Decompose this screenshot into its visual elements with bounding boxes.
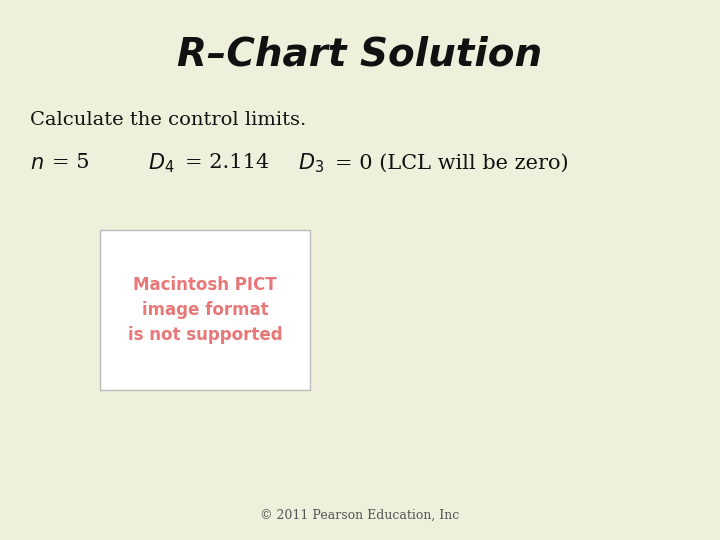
Text: = 2.114: = 2.114 (185, 153, 269, 172)
Text: R–Chart Solution: R–Chart Solution (177, 36, 543, 74)
Text: $D_3$: $D_3$ (298, 151, 324, 175)
Text: © 2011 Pearson Education, Inc: © 2011 Pearson Education, Inc (261, 509, 459, 522)
Text: $n$: $n$ (30, 153, 44, 173)
Text: Calculate the control limits.: Calculate the control limits. (30, 111, 306, 129)
Bar (100, 230, 310, 390)
Text: Macintosh PICT
image format
is not supported: Macintosh PICT image format is not suppo… (127, 276, 282, 344)
Text: $D_4$: $D_4$ (148, 151, 174, 175)
Text: = 0 (LCL will be zero): = 0 (LCL will be zero) (335, 153, 569, 172)
Text: = 5: = 5 (52, 153, 89, 172)
